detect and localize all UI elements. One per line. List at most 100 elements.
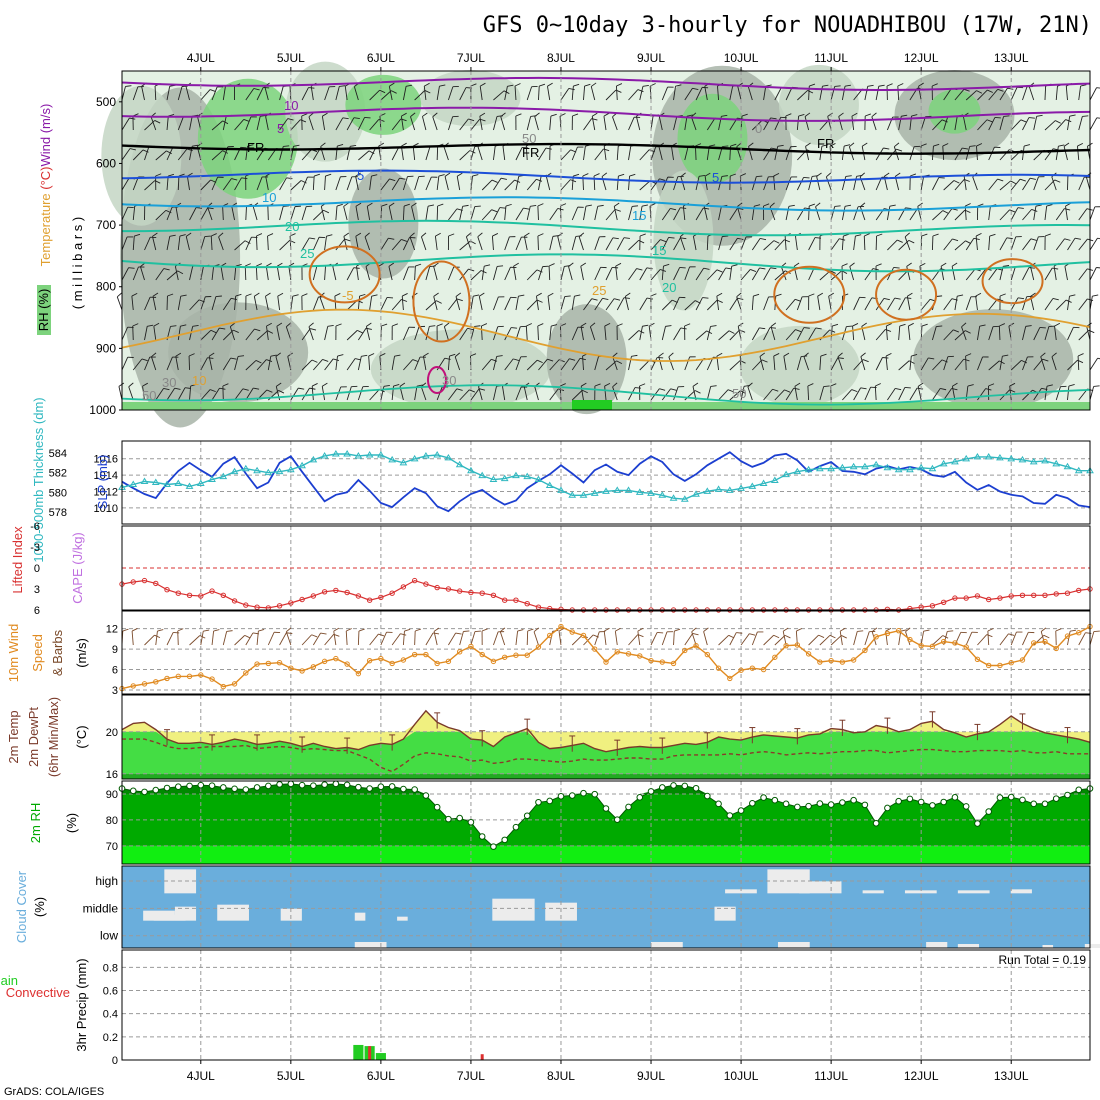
upper-wind-barb bbox=[230, 322, 236, 328]
rh2m-marker bbox=[276, 781, 283, 788]
upper-wind-barb bbox=[308, 116, 314, 131]
upper-wind-barb bbox=[616, 360, 623, 365]
lifted-index-marker bbox=[400, 584, 407, 590]
upper-wind-barb bbox=[534, 386, 539, 401]
rh2m-marker bbox=[152, 786, 160, 794]
surface-wind-barb bbox=[1040, 631, 1046, 646]
thickness-marker bbox=[399, 458, 408, 466]
upper-wind-barb bbox=[624, 296, 629, 311]
upper-wind-barb bbox=[389, 82, 395, 87]
surface-wind-barb bbox=[905, 627, 911, 633]
upper-wind-barb bbox=[740, 173, 746, 177]
upper-wind-barb bbox=[391, 118, 402, 131]
upper-wind-barb bbox=[456, 388, 463, 391]
upper-wind-barb bbox=[211, 233, 217, 237]
upper-wind-barb bbox=[830, 383, 837, 387]
upper-wind-barb bbox=[222, 150, 229, 154]
upper-wind-barb bbox=[353, 86, 359, 101]
wind-speed-marker bbox=[659, 659, 665, 665]
upper-wind-barb bbox=[423, 86, 427, 101]
temp-contour-5 bbox=[121, 169, 1091, 184]
wind-speed-marker bbox=[333, 655, 339, 662]
rh2m-tick-label: 80 bbox=[106, 815, 118, 827]
upper-wind-barb bbox=[166, 147, 174, 161]
upper-wind-barb bbox=[920, 176, 925, 191]
upper-wind-barb bbox=[131, 296, 134, 311]
surface-wind-barb bbox=[312, 632, 321, 646]
surface-wind-barb bbox=[144, 634, 155, 646]
upper-wind-barb bbox=[680, 176, 686, 191]
upper-wind-barb bbox=[339, 85, 346, 87]
upper-wind-barb bbox=[346, 386, 352, 401]
upper-wind-barb bbox=[1055, 208, 1065, 221]
upper-wind-barb bbox=[470, 146, 476, 161]
contour-label: 10 bbox=[192, 373, 206, 388]
upper-wind-barb bbox=[314, 173, 321, 177]
upper-wind-barb bbox=[420, 386, 427, 401]
surface-wind-barb bbox=[864, 631, 870, 646]
upper-wind-barb bbox=[625, 292, 631, 297]
slp-line bbox=[121, 451, 1091, 513]
upper-wind-barb bbox=[808, 205, 810, 221]
upper-wind-barb bbox=[616, 85, 618, 101]
upper-wind-barb bbox=[692, 236, 697, 251]
upper-wind-barb bbox=[1046, 384, 1053, 387]
upper-wind-barb bbox=[478, 296, 483, 311]
cloud-block bbox=[777, 942, 810, 948]
upper-wind-barb bbox=[851, 389, 858, 393]
rh-blob bbox=[370, 329, 551, 410]
cloud-block bbox=[799, 881, 842, 894]
upper-wind-barb bbox=[632, 205, 639, 207]
upper-wind-barb bbox=[500, 116, 506, 131]
upper-wind-barb bbox=[141, 358, 148, 362]
upper-wind-barb bbox=[796, 177, 804, 191]
upper-wind-barb bbox=[335, 238, 345, 251]
upper-wind-barb bbox=[292, 294, 299, 297]
upper-wind-barb bbox=[976, 143, 983, 147]
upper-wind-barb bbox=[1010, 178, 1021, 191]
upper-wind-barb bbox=[803, 176, 810, 179]
rh2m-marker bbox=[760, 794, 767, 801]
upper-wind-barb bbox=[763, 203, 770, 207]
wind-speed-marker bbox=[850, 657, 857, 663]
upper-wind-barb bbox=[1019, 178, 1026, 182]
upper-wind-barb bbox=[977, 89, 988, 101]
upper-wind-barb bbox=[832, 323, 839, 327]
upper-wind-barb bbox=[548, 265, 551, 281]
wind-speed-marker bbox=[895, 627, 902, 634]
thickness-marker bbox=[298, 461, 306, 469]
upper-wind-barb bbox=[132, 206, 136, 221]
upper-wind-barb bbox=[537, 203, 544, 207]
upper-wind-barb bbox=[875, 383, 881, 387]
upper-wind-barb bbox=[267, 356, 272, 371]
upper-wind-barb bbox=[684, 323, 691, 327]
thickness-marker bbox=[163, 480, 171, 487]
upper-wind-barb bbox=[830, 270, 836, 274]
thickness-marker bbox=[422, 451, 430, 459]
upper-wind-barb bbox=[335, 356, 338, 371]
upper-wind-barb bbox=[795, 236, 798, 251]
upper-wind-barb bbox=[547, 86, 551, 101]
upper-wind-barb bbox=[907, 326, 911, 341]
upper-wind-barb bbox=[783, 352, 790, 357]
upper-wind-barb bbox=[245, 236, 252, 251]
upper-wind-barb bbox=[474, 205, 481, 208]
upper-wind-barb bbox=[730, 173, 737, 177]
bottom-day-label: 9JUL bbox=[637, 1069, 665, 1083]
upper-wind-barb bbox=[591, 112, 598, 117]
upper-wind-barb bbox=[424, 90, 431, 94]
upper-wind-barb bbox=[144, 326, 148, 341]
upper-wind-barb bbox=[864, 86, 869, 101]
thickness-marker bbox=[782, 470, 790, 478]
upper-wind-barb bbox=[853, 297, 860, 311]
upper-wind-barb bbox=[583, 298, 593, 311]
upper-wind-barb bbox=[639, 233, 646, 237]
rh2m-marker bbox=[985, 808, 992, 815]
upper-wind-barb bbox=[466, 232, 472, 238]
upper-wind-barb bbox=[371, 294, 378, 297]
upper-wind-barb bbox=[153, 322, 160, 327]
surface-wind-barb bbox=[1070, 629, 1077, 632]
rh2m-marker bbox=[839, 799, 846, 806]
upper-wind-barb bbox=[141, 86, 145, 101]
upper-wind-barb bbox=[481, 179, 493, 191]
